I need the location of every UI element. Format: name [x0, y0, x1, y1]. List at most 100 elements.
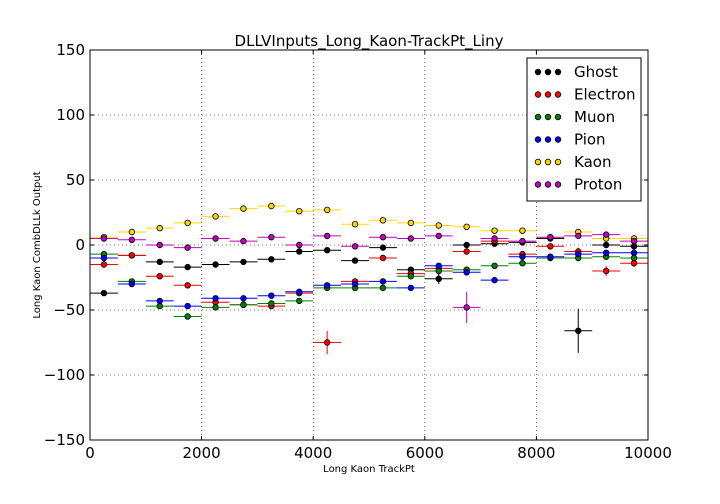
data-point [463, 223, 470, 230]
data-point [184, 244, 191, 251]
legend: Ghost Electron Muon Pion Kaon Proton [526, 57, 642, 202]
legend-label: Kaon [574, 153, 611, 171]
data-point [491, 262, 498, 269]
data-point [463, 248, 470, 255]
data-point [323, 246, 331, 254]
data-point [268, 256, 275, 263]
data-point [519, 227, 526, 234]
data-point [463, 269, 470, 276]
data-point [491, 276, 498, 284]
data-point [379, 254, 387, 262]
legend-box [526, 57, 642, 202]
data-point [268, 202, 275, 210]
legend-marker [554, 113, 562, 121]
data-point [323, 232, 331, 240]
y-axis-label: Long Kaon CombDLLk Output [32, 171, 43, 318]
data-point [128, 236, 136, 243]
chart-title: DLLVInputs_Long_Kaon-TrackPt_Liny [235, 32, 504, 51]
legend-marker [554, 181, 562, 188]
legend-marker [534, 68, 542, 76]
data-point [100, 261, 108, 268]
data-point [296, 207, 303, 215]
data-point [156, 297, 163, 305]
data-point [100, 254, 108, 262]
data-point [463, 304, 470, 311]
data-point [519, 260, 526, 267]
legend-marker [554, 136, 562, 143]
series-ghost [90, 235, 648, 353]
data-point [407, 273, 415, 280]
data-point [575, 250, 582, 258]
data-point [351, 243, 359, 250]
legend-marker [544, 91, 552, 98]
data-point [630, 249, 638, 256]
data-point [630, 237, 638, 245]
data-point [435, 222, 442, 229]
data-point [602, 267, 610, 275]
data-point [268, 300, 275, 307]
data-point [240, 301, 247, 308]
data-point [575, 232, 582, 240]
data-point [184, 302, 191, 310]
data-point [184, 219, 191, 227]
data-point [212, 235, 219, 242]
data-point [379, 244, 387, 251]
data-point [463, 241, 470, 249]
x-tick-label: 0 [85, 444, 95, 462]
legend-marker [534, 181, 542, 188]
data-point [379, 278, 387, 285]
data-point [240, 237, 247, 245]
legend-marker [554, 158, 562, 166]
data-point [156, 241, 163, 249]
data-point [268, 233, 275, 241]
data-point [296, 288, 303, 295]
data-point [407, 284, 415, 292]
data-point [630, 254, 638, 262]
y-tick-label: 150 [56, 41, 85, 59]
data-point [547, 233, 554, 241]
legend-label: Pion [574, 131, 606, 149]
legend-marker [534, 91, 542, 98]
data-point [128, 228, 136, 236]
y-tick-label: 50 [66, 171, 85, 189]
data-point [184, 263, 191, 271]
data-point [351, 220, 359, 228]
data-point [212, 213, 219, 220]
data-point [547, 253, 554, 260]
data-point [128, 252, 136, 259]
data-point [268, 292, 275, 299]
data-point [379, 217, 387, 224]
data-point [156, 302, 163, 310]
data-point [351, 280, 359, 288]
data-point [519, 237, 526, 245]
data-point [240, 295, 247, 302]
legend-marker [534, 113, 542, 121]
data-point [296, 297, 303, 305]
data-point [323, 206, 331, 214]
legend-label: Proton [574, 176, 622, 194]
data-point [602, 231, 610, 238]
series-proton [90, 231, 648, 323]
data-point [602, 241, 610, 249]
data-point [491, 235, 498, 242]
data-point [435, 262, 442, 269]
legend-marker [534, 158, 542, 166]
data-point [184, 282, 191, 289]
data-point [602, 249, 610, 256]
data-point [240, 258, 247, 266]
legend-marker [544, 181, 552, 188]
data-point [379, 284, 387, 292]
data-point [575, 327, 582, 334]
x-tick-label: 8000 [517, 444, 555, 462]
data-point [519, 253, 526, 260]
x-tick-label: 10000 [624, 444, 672, 462]
data-point [128, 280, 136, 288]
data-point [240, 205, 247, 212]
legend-marker [544, 136, 552, 143]
legend-marker [544, 158, 552, 166]
legend-label: Muon [574, 108, 615, 126]
legend-marker [544, 68, 552, 76]
data-point [100, 289, 108, 297]
legend-marker [544, 113, 552, 121]
data-point [435, 267, 442, 275]
